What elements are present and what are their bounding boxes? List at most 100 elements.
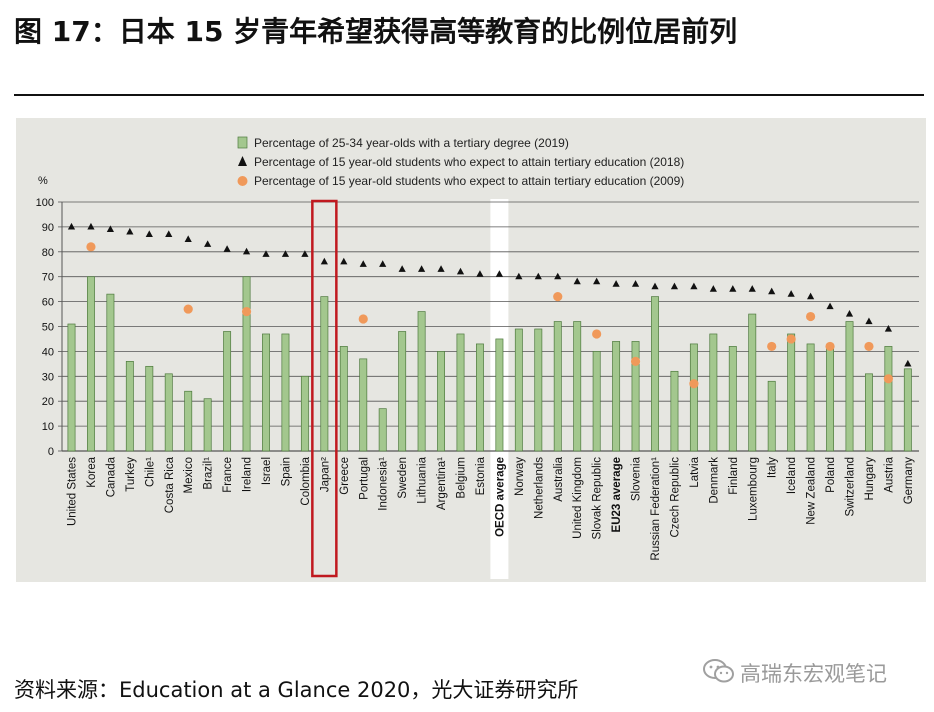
y-tick-label: 10	[42, 421, 54, 433]
triangle-marker	[301, 250, 309, 257]
x-tick-label: Slovenia	[631, 456, 643, 501]
bar	[689, 343, 698, 452]
chart: 0 10 20 30 40 50 60 70 80 90 100% United States Kor…	[36, 136, 919, 579]
bar	[534, 328, 543, 452]
triangle-series	[67, 222, 912, 367]
triangle-marker	[262, 250, 270, 257]
legend-entry: Percentage of 15 year-old students who e…	[254, 174, 684, 188]
triangle-marker	[165, 230, 173, 237]
triangle-marker	[670, 282, 679, 290]
legend-circle-swatch	[237, 176, 248, 186]
x-tick-label: Turkey	[125, 457, 137, 492]
triangle-marker	[593, 277, 601, 285]
bar	[184, 390, 193, 452]
x-tick-label: Chile¹	[144, 457, 156, 487]
x-tick-label: Brazil¹	[203, 457, 215, 490]
bar	[670, 370, 679, 452]
y-tick-label: 60	[42, 297, 54, 309]
bar	[787, 333, 796, 452]
y-axis-label: %	[38, 175, 48, 187]
bar-series	[67, 276, 912, 452]
triangle-marker	[67, 222, 76, 230]
triangle-marker	[145, 230, 153, 237]
circle-marker	[86, 242, 96, 252]
x-tick-label: Czech Republic	[669, 457, 681, 538]
watermark: 高瑞东宏观笔记	[740, 662, 887, 686]
triangle-marker	[768, 287, 776, 295]
bar	[748, 313, 757, 452]
bar	[495, 338, 504, 452]
triangle-marker	[845, 310, 854, 317]
x-tick-label: Russian Federation¹	[650, 457, 662, 561]
triangle-marker	[573, 277, 581, 285]
bar	[476, 343, 484, 452]
source-note: 资料来源：Education at a Glance 2020，光大证券研究所	[14, 678, 579, 702]
title-divider	[14, 94, 924, 96]
circle-marker	[786, 334, 796, 344]
y-tick-label: 100	[36, 197, 54, 209]
bar	[320, 296, 329, 452]
y-tick-label: 40	[42, 346, 54, 358]
grid-lines	[62, 201, 919, 452]
x-tick-label: Colombia	[300, 456, 312, 505]
triangle-marker	[515, 272, 523, 280]
x-tick-label: Mexico	[183, 457, 195, 493]
bar	[592, 351, 601, 452]
triangle-marker	[223, 245, 231, 252]
x-tick-label: Belgium	[456, 457, 468, 499]
y-tick-label: 30	[42, 371, 54, 383]
bar	[281, 333, 290, 452]
bar	[164, 373, 173, 452]
triangle-marker	[904, 359, 912, 367]
triangle-marker	[729, 285, 737, 292]
bar	[242, 276, 251, 452]
circle-series	[86, 242, 894, 389]
y-tick-label: 0	[48, 446, 54, 458]
x-tick-label: Luxembourg	[747, 457, 759, 521]
circle-marker	[689, 379, 699, 389]
triangle-marker	[534, 272, 542, 280]
bar	[145, 365, 154, 452]
x-tick-label: Netherlands	[533, 457, 545, 519]
triangle-marker	[748, 285, 756, 292]
triangle-marker	[204, 240, 212, 247]
bar	[903, 368, 912, 452]
y-axis: 0 10 20 30 40 50 60 70 80 90 100%	[36, 175, 63, 458]
bar	[612, 341, 621, 452]
triangle-marker	[398, 265, 406, 272]
x-tick-label: Canada	[105, 456, 117, 497]
triangle-marker	[495, 270, 503, 277]
triangle-marker	[651, 282, 659, 290]
triangle-marker	[340, 257, 348, 265]
triangle-marker	[418, 265, 426, 272]
bar	[203, 398, 212, 452]
wechat-icon	[703, 659, 734, 683]
japan-highlight-box	[311, 199, 338, 578]
x-tick-label: Lithuania	[417, 456, 429, 503]
triangle-marker	[359, 260, 367, 267]
x-tick-label: Portugal	[358, 457, 370, 500]
bar	[884, 346, 893, 452]
x-tick-label: New Zealand	[806, 457, 818, 525]
bar	[651, 296, 659, 452]
triangle-marker	[87, 222, 95, 230]
bar	[826, 346, 835, 452]
x-tick-label: Japan²	[319, 457, 331, 492]
circle-marker	[883, 374, 894, 384]
highlight-rectangle	[311, 199, 338, 578]
triangle-marker	[865, 317, 873, 325]
x-tick-label: Australia	[553, 456, 565, 501]
bar	[767, 380, 776, 452]
triangle-marker	[106, 225, 114, 232]
triangle-marker	[281, 250, 290, 257]
bar	[553, 321, 562, 452]
triangle-marker	[884, 324, 892, 332]
circle-marker	[825, 341, 835, 352]
x-tick-label: Spain	[280, 457, 292, 486]
x-tick-label: Switzerland	[845, 457, 857, 516]
x-tick-label: Costa Rica	[164, 456, 176, 513]
bar	[262, 333, 270, 452]
x-tick-label: Indonesia¹	[378, 457, 390, 511]
triangle-marker	[379, 260, 387, 267]
triangle-marker	[437, 265, 445, 272]
